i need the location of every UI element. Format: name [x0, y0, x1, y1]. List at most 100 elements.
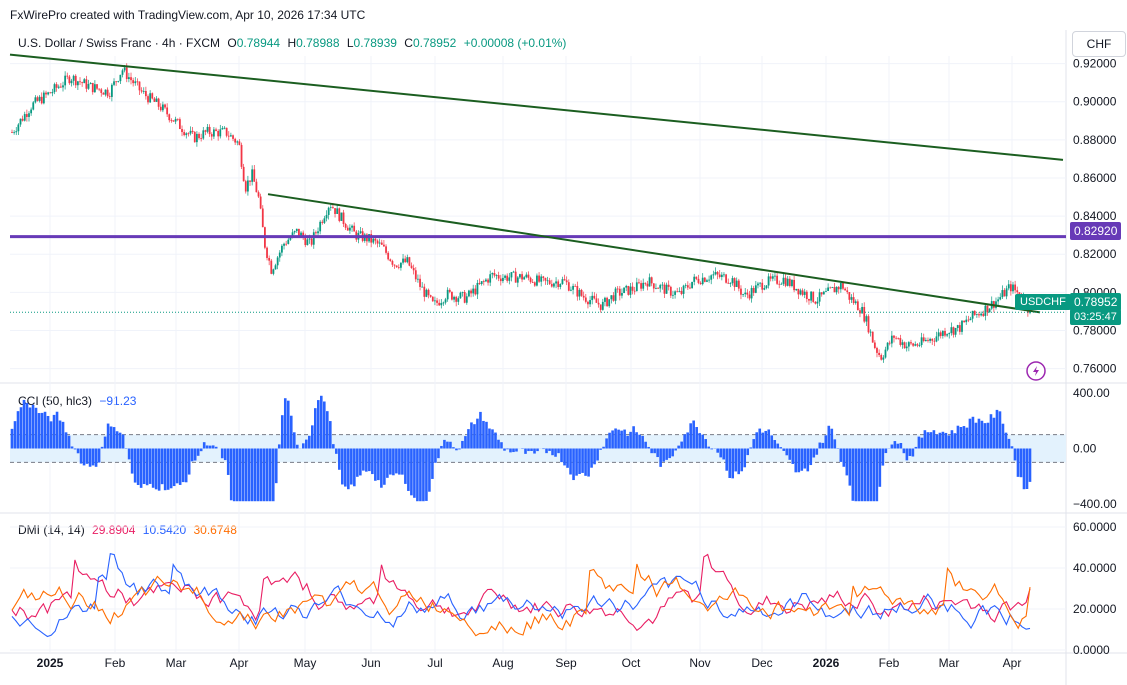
candle-body — [212, 129, 215, 137]
candle-body — [306, 239, 309, 246]
candle-body — [971, 310, 974, 319]
candle-body — [907, 342, 910, 347]
candle-body — [799, 290, 802, 295]
candle-body — [427, 289, 430, 296]
candle-body — [561, 279, 564, 285]
candle-body — [32, 102, 35, 110]
candle-body — [463, 291, 466, 303]
close-value: 0.78952 — [412, 36, 457, 50]
candle-body — [689, 287, 691, 289]
high-value: 0.78988 — [296, 36, 340, 50]
candle-body — [629, 286, 632, 295]
candle-body — [676, 291, 679, 293]
candle-body — [935, 336, 938, 342]
candle-body — [508, 277, 511, 281]
candle-body — [580, 289, 583, 296]
candle-body — [455, 296, 458, 302]
candle-body — [578, 289, 581, 297]
y-tick-label: 0.78000 — [1073, 323, 1117, 337]
candle-body — [244, 181, 247, 192]
candle-body — [714, 272, 717, 275]
dmi-series-2 — [11, 553, 1031, 638]
candle-body — [476, 282, 479, 295]
candle-body — [176, 118, 179, 120]
candle-body — [1003, 290, 1006, 297]
candle-body — [383, 244, 385, 247]
candle-body — [13, 132, 16, 134]
candle-body — [127, 77, 130, 80]
candle-body — [461, 291, 464, 293]
candle-body — [138, 81, 141, 91]
candle-body — [89, 82, 92, 85]
candle-body — [572, 285, 574, 290]
candle-body — [576, 286, 579, 297]
y-tick-label: 0.82000 — [1073, 247, 1117, 261]
candle-body — [661, 284, 664, 286]
candle-body — [204, 130, 207, 132]
dmi-y-tick: 60.0000 — [1073, 520, 1117, 534]
candle-body — [1014, 284, 1017, 291]
candle-body — [922, 337, 925, 342]
candle-body — [727, 282, 730, 284]
candle-body — [924, 339, 927, 342]
candle-body — [261, 208, 264, 228]
candle-body — [251, 169, 254, 182]
candle-body — [927, 339, 929, 341]
candle-body — [684, 285, 687, 287]
candle-body — [1005, 288, 1008, 297]
candle-body — [635, 282, 638, 292]
candle-body — [72, 75, 75, 81]
candle-body — [487, 279, 489, 283]
candle-body — [710, 275, 713, 280]
candle-body — [436, 300, 438, 303]
candle-body — [703, 277, 706, 282]
candle-body — [595, 298, 598, 303]
candle-body — [691, 281, 693, 289]
lightning-icon[interactable] — [1026, 361, 1046, 381]
candle-body — [512, 271, 515, 273]
candle-body — [485, 279, 487, 282]
candle-body — [695, 276, 698, 279]
candle-body — [731, 278, 734, 284]
candle-body — [644, 282, 647, 284]
candle-body — [771, 276, 774, 279]
candle-body — [425, 289, 428, 297]
candles — [11, 63, 1031, 363]
candle-body — [125, 67, 128, 80]
candle-body — [791, 279, 793, 287]
x-tick-label: Aug — [492, 656, 513, 670]
candle-body — [325, 214, 328, 219]
candle-body — [546, 280, 549, 282]
candle-body — [944, 330, 946, 336]
candle-body — [121, 70, 124, 75]
candle-body — [147, 96, 149, 103]
currency-button[interactable]: CHF — [1072, 31, 1126, 57]
candle-body — [761, 282, 764, 290]
candle-body — [414, 270, 417, 280]
candle-body — [134, 81, 137, 84]
candle-body — [965, 319, 968, 323]
chart-overlays — [9, 53, 1066, 314]
candle-body — [720, 274, 723, 277]
candle-body — [270, 260, 273, 274]
candle-body — [468, 290, 470, 297]
candle-body — [291, 232, 294, 238]
candle-body — [387, 252, 390, 260]
candle-body — [195, 133, 198, 143]
candle-body — [842, 283, 844, 289]
candle-body — [406, 257, 409, 263]
candle-body — [986, 305, 989, 313]
candle-body — [193, 132, 196, 143]
candle-body — [329, 207, 332, 208]
candle-body — [200, 138, 203, 139]
candle-body — [948, 333, 951, 335]
candle-body — [540, 276, 543, 282]
candle-body — [574, 285, 577, 287]
candle-body — [570, 289, 572, 291]
candle-body — [975, 314, 978, 315]
candle-body — [446, 289, 449, 300]
candle-body — [854, 301, 857, 304]
candle-body — [646, 283, 649, 287]
candle-body — [55, 84, 58, 88]
